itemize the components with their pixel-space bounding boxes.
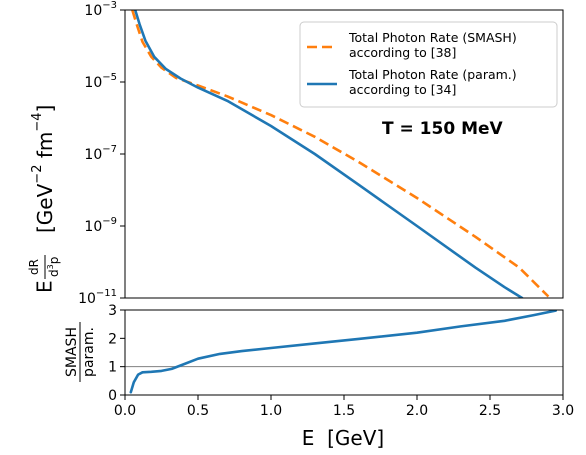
ratio-label-den: param.	[81, 327, 97, 377]
x-tick-label: 1.0	[260, 403, 282, 419]
ylabel-unit-exp2: −4	[30, 112, 45, 131]
series-line-param	[133, 10, 524, 298]
top-y-tick-label: 10−7	[84, 144, 117, 163]
legend-label-smash-line1: Total Photon Rate (SMASH)	[348, 30, 517, 45]
ylabel-prefix: E	[33, 280, 57, 293]
ylabel-unit-open: [GeV	[33, 183, 57, 233]
series-line-smash	[131, 10, 550, 298]
ylabel-unit-exp1: −2	[30, 165, 45, 184]
ylabel-frac-num: dR	[27, 259, 41, 275]
bottom-y-axis-label: SMASH param.	[64, 322, 97, 382]
ratio-series-line	[129, 310, 557, 394]
top-y-tick-label: 10−11	[78, 288, 117, 307]
ratio-label-num: SMASH	[64, 327, 80, 377]
top-y-axis-label: E dR d3p [GeV−2 fm−4]	[27, 105, 61, 293]
ylabel-frac-den-d: d	[47, 269, 61, 277]
top-panel: 10−3 10−5 10−7 10−9 10−11 E dR d3p [GeV−2 fm…	[27, 0, 564, 307]
bottom-y-tick-label: 1	[108, 360, 117, 376]
bottom-y-tick-label: 3	[108, 303, 117, 319]
x-tick-label: 3.0	[552, 403, 574, 419]
bottom-y-ticks: 0 1 2 3	[108, 303, 125, 404]
top-y-tick-label: 10−3	[84, 0, 117, 19]
legend: Total Photon Rate (SMASH) according to […	[299, 21, 558, 108]
bottom-y-tick-label: 2	[108, 331, 117, 347]
legend-label-param-line1: Total Photon Rate (param.)	[348, 67, 517, 82]
ylabel-unit-mid: fm	[33, 132, 57, 165]
x-tick-label: 0.5	[187, 403, 209, 419]
legend-label-param-line2: according to [34]	[349, 82, 456, 97]
top-y-tick-label: 10−5	[84, 72, 117, 91]
ylabel-frac-den-exp: 3	[46, 264, 55, 269]
bottom-series-group	[129, 310, 557, 394]
ylabel-frac-den-p: p	[47, 257, 61, 265]
bottom-x-ticks: 0.0 0.5 1.0 1.5 2.0 2.5 3.0	[114, 395, 574, 419]
x-axis-label: E [GeV]	[302, 426, 384, 450]
x-tick-label: 2.0	[406, 403, 428, 419]
top-series-group	[131, 10, 550, 298]
legend-box	[299, 21, 558, 108]
ylabel-unit-close: ]	[33, 105, 57, 113]
x-tick-label: 2.5	[479, 403, 501, 419]
x-tick-label: 0.0	[114, 403, 136, 419]
top-y-tick-label: 10−9	[84, 216, 117, 235]
x-tick-label: 1.5	[333, 403, 355, 419]
legend-label-smash-line2: according to [38]	[349, 45, 456, 60]
ylabel-unit: [GeV−2 fm−4]	[30, 105, 57, 233]
ylabel-frac-den: d3p	[46, 257, 61, 277]
top-y-ticks: 10−3 10−5 10−7 10−9 10−11	[78, 0, 125, 307]
bottom-y-tick-label: 0	[108, 388, 117, 404]
temperature-annotation: T = 150 MeV	[382, 119, 504, 139]
